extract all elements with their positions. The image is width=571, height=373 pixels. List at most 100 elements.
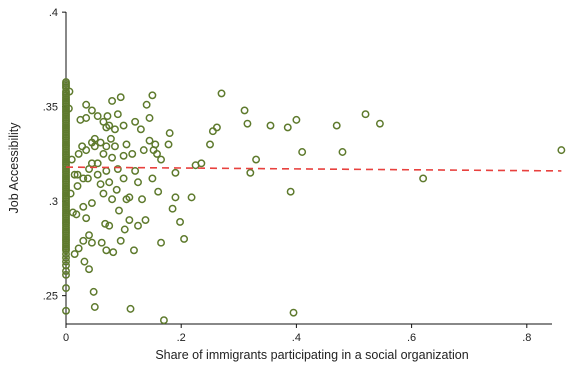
data-point: [85, 231, 93, 240]
data-point: [97, 238, 106, 247]
data-point: [105, 178, 114, 187]
data-point: [557, 146, 566, 155]
data-point: [168, 204, 177, 213]
scatter-points: [62, 78, 566, 325]
data-point: [101, 219, 110, 228]
data-point: [165, 129, 174, 138]
data-point: [164, 140, 173, 149]
data-point: [62, 306, 70, 315]
data-point: [82, 146, 91, 155]
data-point: [113, 165, 122, 173]
data-point: [64, 104, 73, 113]
data-point: [122, 140, 131, 149]
data-point: [119, 121, 128, 130]
data-point: [82, 214, 91, 223]
data-point: [82, 100, 91, 109]
data-point: [62, 250, 70, 259]
data-point: [131, 117, 140, 126]
data-point: [217, 89, 226, 98]
data-point: [93, 159, 102, 168]
data-point: [102, 142, 111, 151]
data-point: [208, 127, 217, 136]
data-point: [240, 106, 249, 115]
data-point: [128, 149, 137, 158]
data-point: [93, 112, 102, 121]
data-point: [105, 221, 114, 230]
data-point: [151, 140, 160, 149]
data-point: [74, 149, 83, 158]
data-point: [126, 304, 135, 313]
data-point: [116, 236, 125, 245]
data-point: [62, 257, 70, 266]
data-point: [78, 142, 87, 151]
data-point: [106, 134, 115, 143]
data-point: [286, 187, 295, 196]
data-point: [419, 174, 428, 183]
data-point: [66, 189, 75, 198]
x-tick-label: .2: [177, 332, 186, 344]
data-point: [87, 238, 96, 247]
data-point: [79, 202, 88, 211]
data-point: [109, 248, 118, 257]
data-point: [111, 142, 119, 151]
data-point: [142, 100, 151, 109]
data-point: [171, 168, 180, 177]
data-point: [197, 159, 206, 168]
data-point: [145, 136, 154, 145]
data-point: [70, 170, 79, 179]
data-point: [180, 235, 189, 243]
data-point: [105, 121, 114, 130]
data-point: [103, 112, 112, 121]
y-tick-label: .4: [49, 7, 58, 19]
data-point: [187, 193, 196, 202]
x-tick-label: .8: [522, 332, 531, 344]
data-point: [298, 148, 307, 156]
data-point: [139, 146, 148, 155]
data-point: [70, 250, 79, 259]
data-point: [338, 148, 347, 156]
data-point: [90, 142, 99, 151]
data-point: [87, 199, 96, 207]
data-point: [67, 155, 76, 164]
data-point: [108, 153, 117, 162]
data-point: [136, 125, 145, 134]
data-point: [96, 138, 105, 147]
data-point: [113, 110, 122, 119]
data-point: [62, 246, 70, 255]
data-point: [115, 206, 123, 215]
data-point: [79, 174, 88, 183]
data-point: [138, 195, 146, 204]
data-point: [154, 187, 163, 196]
data-point: [62, 267, 70, 276]
y-tick-label: .25: [43, 291, 58, 303]
data-point: [266, 121, 275, 130]
data-point: [159, 316, 168, 325]
data-point: [141, 216, 150, 225]
data-point: [116, 93, 125, 102]
data-point: [148, 174, 157, 183]
data-point: [102, 246, 111, 255]
y-tick-label: .3: [49, 196, 58, 208]
data-point: [171, 193, 180, 202]
data-point: [375, 119, 384, 128]
data-point: [85, 265, 93, 274]
data-point: [90, 134, 99, 143]
data-point: [79, 236, 88, 245]
data-point: [87, 106, 96, 115]
data-point: [283, 123, 292, 132]
fit-line: [65, 166, 562, 172]
data-point: [99, 189, 108, 198]
data-point: [119, 151, 128, 160]
data-point: [112, 185, 121, 194]
data-point: [72, 210, 81, 219]
data-point: [80, 257, 89, 266]
data-point: [145, 114, 154, 122]
data-point: [65, 87, 74, 96]
data-point: [93, 170, 102, 179]
x-ticks: 0 .2 .4 .6 .8: [63, 324, 531, 344]
data-point: [289, 308, 298, 317]
data-point: [99, 149, 108, 158]
data-point: [292, 115, 301, 124]
data-point: [131, 166, 140, 175]
